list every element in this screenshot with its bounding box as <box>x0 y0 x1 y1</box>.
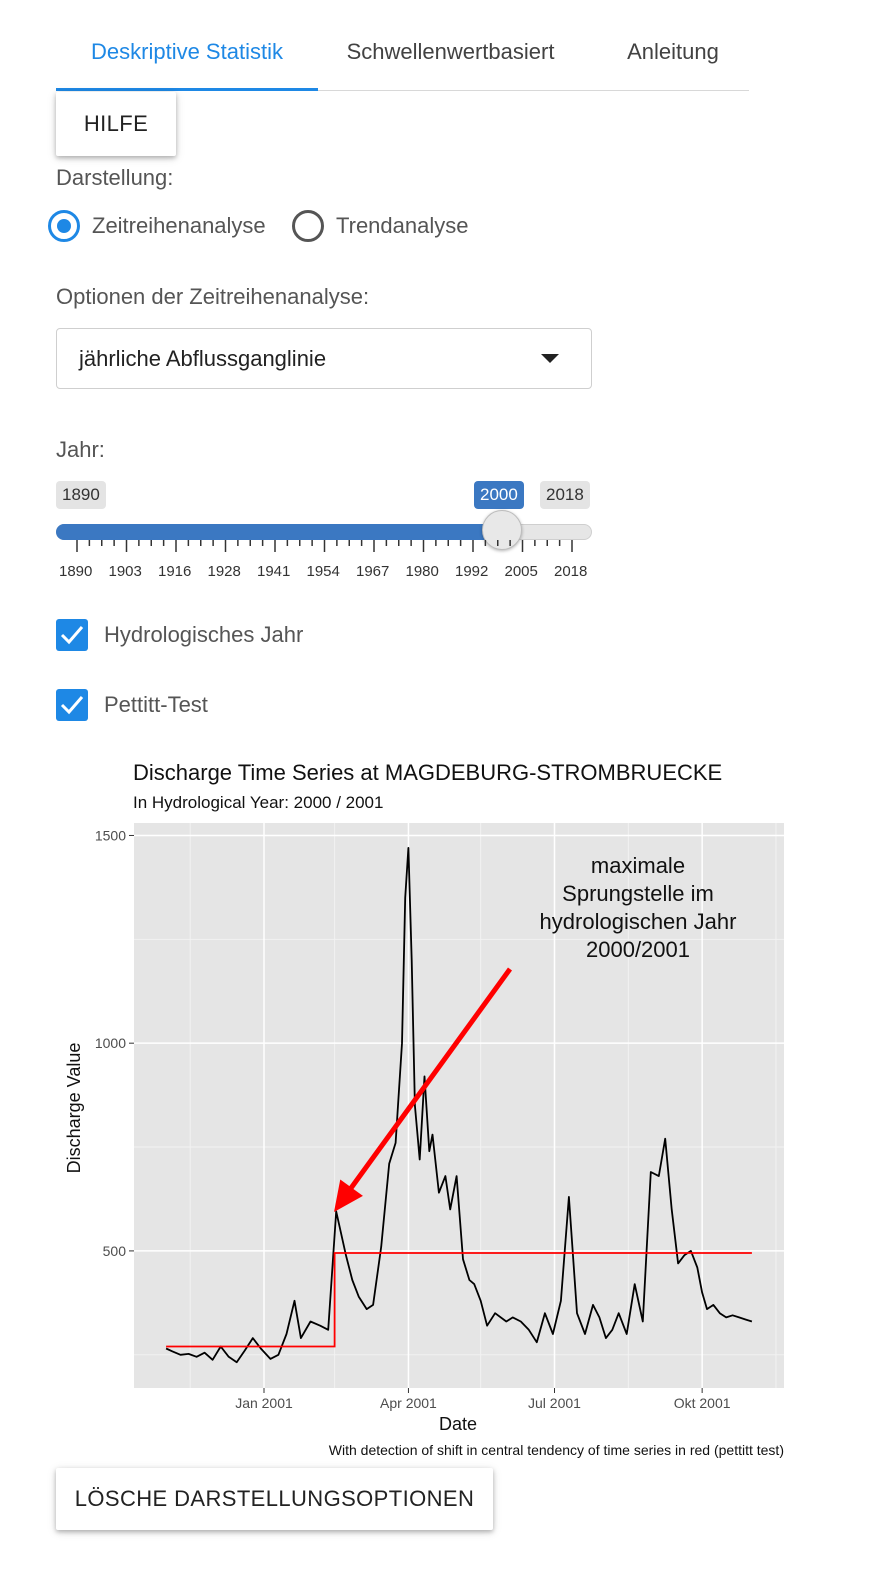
check-icon <box>60 696 84 715</box>
slider-handle[interactable] <box>482 510 522 550</box>
annotation-line: maximale <box>591 853 685 878</box>
checkbox-label-hydrological-year[interactable]: Hydrologisches Jahr <box>104 622 304 647</box>
annotation-line: hydrologischen Jahr <box>540 909 737 934</box>
tab-descriptive-statistics[interactable]: Deskriptive Statistik <box>56 20 318 91</box>
radio-trend-analysis[interactable] <box>292 210 324 242</box>
discharge-chart: Discharge Time Series at MAGDEBURG-STROM… <box>64 760 784 1458</box>
radio-label-trend[interactable]: Trendanalyse <box>336 213 469 238</box>
tab-threshold-based[interactable]: Schwellenwertbasiert <box>346 39 555 64</box>
arrow-head-icon <box>334 1179 363 1212</box>
annotation-arrow-shaft <box>343 967 513 1197</box>
checkbox-label-pettitt[interactable]: Pettitt-Test <box>104 692 208 717</box>
slider-value-label: 2000 <box>474 481 524 509</box>
slider-tick-label: 1992 <box>455 563 489 580</box>
tab-bar: Deskriptive Statistik Schwellenwertbasie… <box>56 20 749 91</box>
x-tick-label: Apr 2001 <box>380 1395 437 1411</box>
chart-caption: With detection of shift in central tende… <box>329 1442 784 1458</box>
slider-tick-label: 1967 <box>356 563 390 580</box>
reset-display-options-button[interactable]: LÖSCHE DARSTELLUNGSOPTIONEN <box>56 1468 493 1530</box>
slider-tick-label: 1941 <box>257 563 291 580</box>
x-tick-label: Jul 2001 <box>528 1395 581 1411</box>
x-tick-label: Okt 2001 <box>674 1395 731 1411</box>
plot-panel <box>134 823 784 1388</box>
y-axis-label: Discharge Value <box>64 1043 84 1174</box>
select-value: jährliche Abflussganglinie <box>79 346 327 371</box>
radio-timeseries-analysis[interactable] <box>48 210 80 242</box>
check-icon <box>60 626 84 645</box>
annotation-line: Sprungstelle im <box>562 881 714 906</box>
slider-tick-label: 1928 <box>207 563 241 580</box>
annotation-text: maximale Sprungstelle im hydrologischen Ja… <box>540 853 737 962</box>
slider-tick-label: 1980 <box>405 563 439 580</box>
slider-tick-label: 1890 <box>59 563 93 580</box>
slider-max-label: 2018 <box>540 481 590 509</box>
y-tick-label: 500 <box>103 1243 127 1259</box>
pettitt-shift-line <box>166 1252 752 1348</box>
chart-title: Discharge Time Series at MAGDEBURG-STROM… <box>133 760 722 785</box>
slider-ticks <box>76 540 573 552</box>
timeseries-options-select[interactable]: jährliche Abflussganglinie <box>56 328 592 389</box>
x-tick-label: Jan 2001 <box>235 1395 293 1411</box>
tab-instructions[interactable]: Anleitung <box>627 39 719 64</box>
help-button[interactable]: HILFE <box>56 92 176 156</box>
display-label: Darstellung: <box>56 165 174 190</box>
slider-tick-label: 2005 <box>504 563 538 580</box>
slider-min-label: 1890 <box>56 481 106 509</box>
radio-label-timeseries[interactable]: Zeitreihenanalyse <box>92 213 266 238</box>
checkbox-pettitt-test[interactable] <box>56 689 88 721</box>
y-tick-label: 1000 <box>95 1035 126 1051</box>
chart-subtitle: In Hydrological Year: 2000 / 2001 <box>133 793 383 812</box>
y-tick-label: 1500 <box>95 827 126 843</box>
x-axis-label: Date <box>439 1414 477 1434</box>
discharge-series-line <box>165 847 753 1364</box>
checkbox-hydrological-year[interactable] <box>56 619 88 651</box>
annotation-line: 2000/2001 <box>586 937 690 962</box>
year-label: Jahr: <box>56 437 105 462</box>
timeseries-options-label: Optionen der Zeitreihenanalyse: <box>56 284 370 309</box>
slider-tick-label: 1954 <box>306 563 340 580</box>
caret-down-icon <box>541 354 559 363</box>
slider-tick-label: 1903 <box>108 563 142 580</box>
slider-tick-label: 2018 <box>554 563 588 580</box>
slider-track-fill <box>56 524 506 540</box>
slider-tick-label: 1916 <box>158 563 192 580</box>
